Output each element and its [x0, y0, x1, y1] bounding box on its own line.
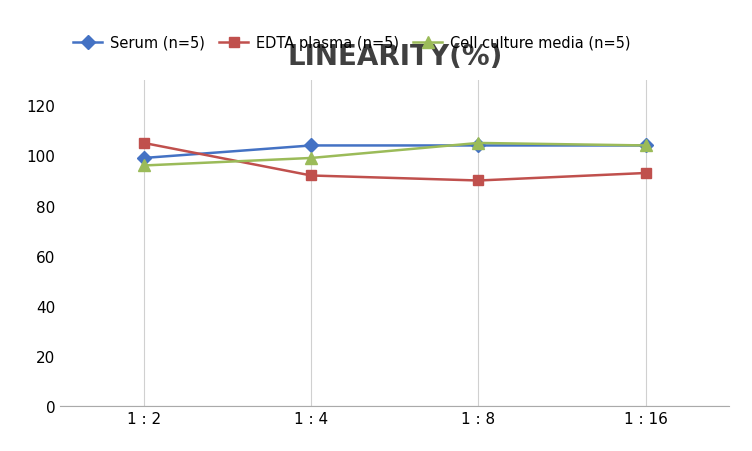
Title: LINEARITY(%): LINEARITY(%) — [287, 42, 502, 70]
Serum (n=5) — [307, 143, 316, 149]
EDTA plasma (n=5) — [307, 173, 316, 179]
Cell culture media (n=5) — [307, 156, 316, 161]
EDTA plasma (n=5) — [139, 141, 148, 146]
Line: Serum (n=5): Serum (n=5) — [139, 141, 650, 163]
Legend: Serum (n=5), EDTA plasma (n=5), Cell culture media (n=5): Serum (n=5), EDTA plasma (n=5), Cell cul… — [68, 30, 636, 57]
EDTA plasma (n=5) — [641, 171, 650, 176]
Cell culture media (n=5) — [139, 163, 148, 169]
Serum (n=5) — [641, 143, 650, 149]
Cell culture media (n=5) — [641, 143, 650, 149]
Serum (n=5) — [474, 143, 483, 149]
Line: Cell culture media (n=5): Cell culture media (n=5) — [138, 138, 651, 172]
Cell culture media (n=5) — [474, 141, 483, 146]
Serum (n=5) — [139, 156, 148, 161]
Line: EDTA plasma (n=5): EDTA plasma (n=5) — [139, 139, 650, 186]
EDTA plasma (n=5) — [474, 179, 483, 184]
